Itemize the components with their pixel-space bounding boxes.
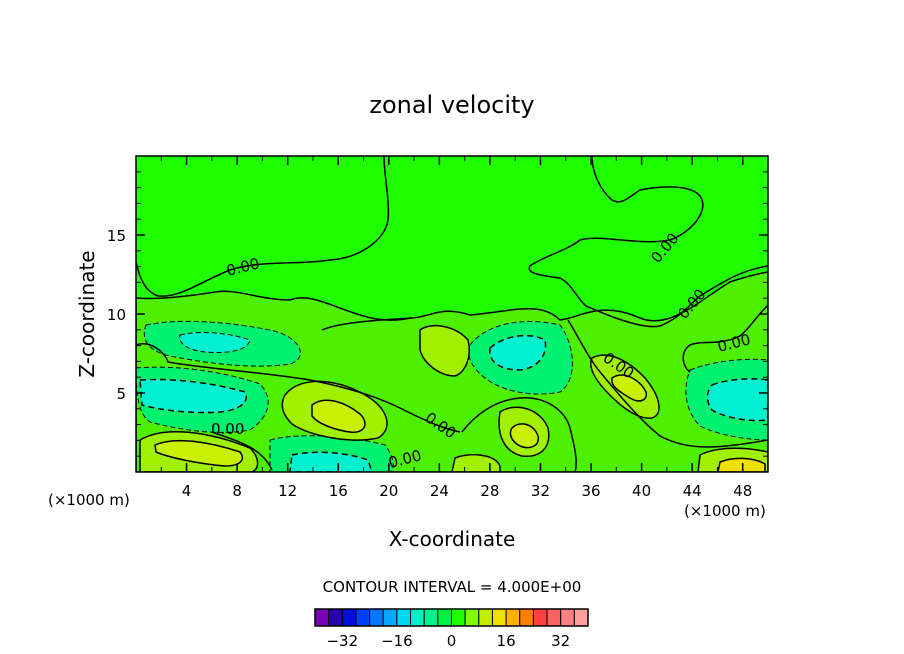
colorbar-swatch (451, 608, 466, 627)
contour-line-zero (682, 304, 768, 373)
contour-fill-negative-core (289, 451, 373, 472)
x-tick-label: 24 (430, 482, 449, 500)
x-unit-right: (×1000 m) (684, 502, 766, 520)
x-tick-label: 28 (480, 482, 499, 500)
colorbar-swatch (519, 608, 534, 627)
x-tick-label: 16 (329, 482, 348, 500)
contour-fill-positive-core (311, 399, 366, 433)
colorbar-swatch (355, 608, 371, 627)
colorbar-swatch (437, 608, 453, 627)
contour-fill-negative-core (139, 378, 247, 414)
x-tick-label: 8 (232, 482, 242, 500)
contour-fill-negative-core (706, 378, 768, 422)
colorbar-swatch (546, 608, 562, 627)
colorbar-swatch (573, 608, 589, 627)
x-tick-label: 4 (182, 482, 192, 500)
plot-area (136, 156, 768, 472)
colorbar (314, 608, 589, 627)
colorbar-swatch (369, 608, 384, 627)
contour-fill-positive-core (509, 423, 539, 449)
x-tick-label: 48 (733, 482, 752, 500)
x-tick-label: 20 (379, 482, 398, 500)
colorbar-tick-label: −16 (381, 632, 413, 650)
contour-line-zero (211, 431, 273, 471)
x-tick-label: 12 (278, 482, 297, 500)
contour-line-zero (136, 156, 390, 297)
contour-line-zero (528, 156, 768, 328)
contour-line-zero (321, 317, 413, 331)
colorbar-swatch (560, 608, 575, 627)
contour-fill-positive-core (717, 457, 766, 472)
contour-fill-positive-core (154, 439, 244, 467)
colorbar-swatch (464, 608, 480, 627)
y-axis: 5 10 15 (107, 171, 768, 457)
colorbar-swatch (314, 608, 330, 627)
y-tick-label: 5 (116, 385, 126, 403)
x-tick-label: 36 (581, 482, 600, 500)
colorbar-swatch (396, 608, 412, 627)
x-unit-left: (×1000 m) (48, 491, 130, 509)
colorbar-swatch (505, 608, 521, 627)
colorbar-frame (314, 608, 589, 627)
contour-interval-label: CONTOUR INTERVAL = 4.000E+00 (323, 578, 582, 596)
contour-line-zero (136, 343, 461, 433)
y-tick-label: 10 (107, 306, 126, 324)
contour-line-zero (567, 319, 768, 448)
colorbar-tick-label: 16 (497, 632, 516, 650)
contour-fill-negative-core (489, 334, 547, 371)
colorbar-swatch (410, 608, 425, 627)
colorbar-swatch (341, 608, 357, 627)
contour-fill-positive-core (611, 374, 648, 402)
colorbar-swatch (382, 608, 398, 627)
colorbar-tick-label: 0 (447, 632, 457, 650)
colorbar-tick-label: −32 (326, 632, 358, 650)
colorbar-ticks: −32 −16 0 16 32 (326, 632, 570, 650)
contour-fill-negative-core (179, 332, 251, 353)
contour-fill-positive (451, 453, 501, 472)
x-tick-label: 44 (683, 482, 702, 500)
colorbar-swatch (328, 608, 343, 627)
colorbar-swatch (423, 608, 439, 627)
x-axis-label: X-coordinate (389, 527, 516, 551)
x-axis: 4 8 12 16 20 24 28 32 36 40 44 48 (160, 156, 752, 500)
y-tick-label: 15 (107, 227, 126, 245)
colorbar-tick-label: 32 (551, 632, 570, 650)
contour-label: 0.00 (211, 420, 244, 438)
colorbar-swatch (491, 608, 507, 627)
contour-fill-positive (419, 324, 470, 377)
colorbar-swatch (532, 608, 548, 627)
y-axis-label: Z-coordinate (75, 250, 99, 377)
chart-title: zonal velocity (369, 91, 534, 119)
x-tick-label: 40 (632, 482, 651, 500)
x-tick-label: 32 (531, 482, 550, 500)
contour-line-zero (461, 397, 577, 472)
colorbar-swatch (478, 608, 493, 627)
